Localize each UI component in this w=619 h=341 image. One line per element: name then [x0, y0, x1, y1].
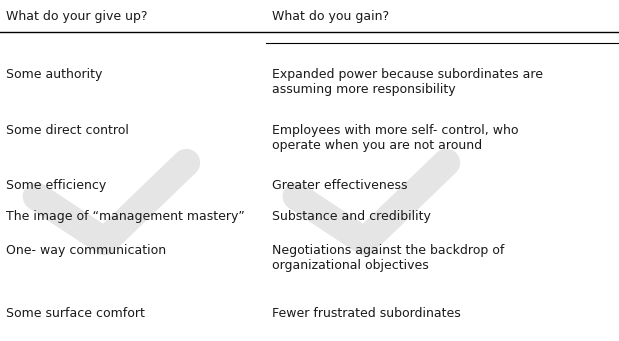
Text: Some authority: Some authority	[6, 68, 103, 81]
Text: Fewer frustrated subordinates: Fewer frustrated subordinates	[272, 307, 461, 320]
Text: Some surface comfort: Some surface comfort	[6, 307, 145, 320]
Text: What do your give up?: What do your give up?	[6, 10, 148, 23]
Text: Some efficiency: Some efficiency	[6, 179, 106, 192]
Text: Substance and credibility: Substance and credibility	[272, 210, 431, 223]
Text: Some direct control: Some direct control	[6, 124, 129, 137]
Text: One- way communication: One- way communication	[6, 244, 167, 257]
Text: Greater effectiveness: Greater effectiveness	[272, 179, 408, 192]
Text: Expanded power because subordinates are
assuming more responsibility: Expanded power because subordinates are …	[272, 68, 543, 96]
Text: What do you gain?: What do you gain?	[272, 10, 389, 23]
Text: Negotiations against the backdrop of
organizational objectives: Negotiations against the backdrop of org…	[272, 244, 504, 272]
Text: Employees with more self- control, who
operate when you are not around: Employees with more self- control, who o…	[272, 124, 519, 152]
Text: The image of “management mastery”: The image of “management mastery”	[6, 210, 245, 223]
